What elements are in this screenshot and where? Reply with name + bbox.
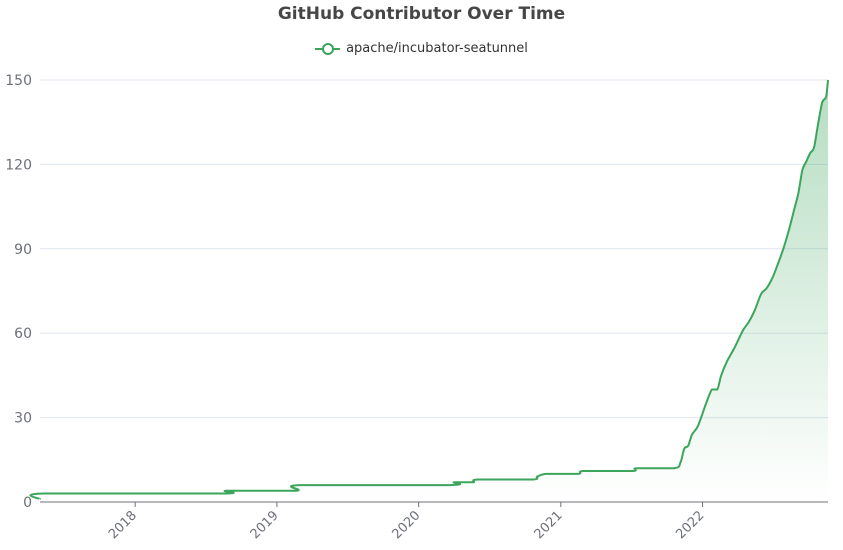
chart-title: GitHub Contributor Over Time	[277, 4, 566, 24]
y-tick-label: 30	[14, 411, 32, 427]
x-axis: 2018 2019 2020 2021 2022	[106, 502, 707, 542]
y-axis: 0 30 60 90 120 150	[5, 73, 32, 511]
y-tick-label: 150	[5, 73, 32, 89]
y-tick-label: 60	[14, 326, 32, 342]
x-tick-label: 2020	[389, 508, 423, 542]
legend-circle	[322, 42, 335, 55]
series-area	[30, 80, 829, 502]
y-tick-label: 120	[5, 157, 32, 173]
grid-lines	[40, 79, 828, 419]
y-tick-label: 90	[14, 242, 32, 258]
y-tick-label: 0	[23, 495, 32, 511]
legend[interactable]: apache/incubator-seatunnel	[0, 41, 843, 56]
legend-label: apache/incubator-seatunnel	[346, 41, 528, 56]
legend-line-circle-icon	[315, 42, 341, 56]
x-tick-label: 2022	[673, 508, 707, 542]
x-tick-label: 2019	[248, 508, 282, 542]
series-line	[29, 79, 829, 501]
x-tick-label: 2018	[106, 508, 140, 542]
x-tick-label: 2021	[532, 508, 566, 542]
